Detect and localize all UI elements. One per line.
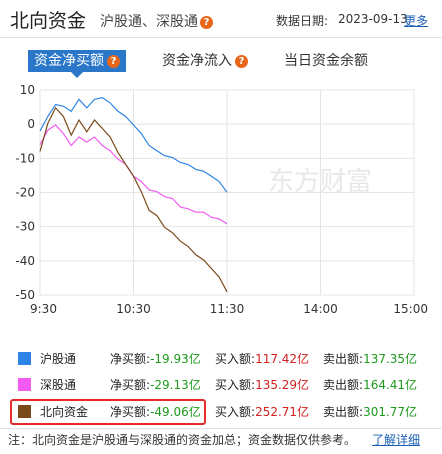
tab-net-buy[interactable]: 资金净买额? xyxy=(28,50,126,78)
sell-label: 卖出额 xyxy=(323,405,360,419)
x-tick-label: 10:30 xyxy=(116,302,151,316)
net-label: 净买额 xyxy=(110,378,147,392)
tab-daily-balance[interactable]: 当日资金余额 xyxy=(284,50,368,72)
buy-cell: 买入额:135.29亿 xyxy=(215,378,310,392)
sell-cell: 卖出额:164.41亿 xyxy=(323,378,418,392)
y-axis-labels: 10 0 -10 -20 -30 -40 -50 xyxy=(15,83,35,302)
sell-cell: 卖出额:301.77亿 xyxy=(323,405,418,419)
date-label: 数据日期: xyxy=(276,14,329,28)
tab-net-inflow[interactable]: 资金净流入? xyxy=(162,50,248,72)
legend-row-sh: 沪股通 净买额:-19.93亿 买入额:117.42亿 卖出额:137.35亿 xyxy=(8,347,434,371)
legend-row-north: 北向资金 净买额:-49.06亿 买入额:252.71亿 卖出额:301.77亿 xyxy=(8,400,434,424)
y-tick-label: -50 xyxy=(15,288,35,302)
more-link[interactable]: 更多 xyxy=(404,14,429,28)
help-icon[interactable]: ? xyxy=(200,16,213,29)
line-chart: 东方财富 10 0 -10 -20 -30 -40 -50 9:30 10:30 11:30 14… xyxy=(15,83,428,316)
net-value: -19.93亿 xyxy=(150,352,201,366)
x-tick-label: 15:00 xyxy=(393,302,428,316)
net-label: 净买额 xyxy=(110,352,147,366)
chart-grid xyxy=(39,89,415,296)
series-line-2 xyxy=(39,106,228,293)
buy-value: 135.29亿 xyxy=(255,378,310,392)
tab-label: 资金净流入 xyxy=(162,53,232,69)
help-icon[interactable]: ? xyxy=(235,55,248,68)
buy-value: 117.42亿 xyxy=(255,352,310,366)
x-tick-label: 11:30 xyxy=(210,302,245,316)
buy-label: 买入额 xyxy=(215,405,252,419)
header: 北向资金 沪股通、深股通? 数据日期: 2023-09-13 更多 xyxy=(0,0,442,38)
sell-label: 卖出额 xyxy=(323,352,360,366)
y-tick-label: 10 xyxy=(20,83,35,97)
legend-table: 沪股通 净买额:-19.93亿 买入额:117.42亿 卖出额:137.35亿 … xyxy=(8,345,434,427)
series-lines xyxy=(39,96,228,293)
buy-value: 252.71亿 xyxy=(255,405,310,419)
net-value: -29.13亿 xyxy=(150,378,201,392)
tab-label: 资金净买额 xyxy=(34,53,104,69)
tab-bar: 资金净买额? 资金净流入? 当日资金余额 xyxy=(0,44,442,78)
net-buy-cell: 净买额:-19.93亿 xyxy=(110,352,201,366)
net-buy-cell: 净买额:-29.13亿 xyxy=(110,378,201,392)
y-tick-label: -10 xyxy=(15,151,35,165)
legend-swatch xyxy=(18,378,31,391)
series-line-0 xyxy=(39,96,228,193)
x-tick-label: 9:30 xyxy=(30,302,57,316)
highlight-box xyxy=(10,399,206,425)
sell-cell: 卖出额:137.35亿 xyxy=(323,352,418,366)
sell-value: 301.77亿 xyxy=(363,405,418,419)
sell-value: 164.41亿 xyxy=(363,378,418,392)
y-tick-label: 0 xyxy=(27,117,35,131)
learn-more-link[interactable]: 了解详细 xyxy=(372,433,421,447)
y-tick-label: -40 xyxy=(15,254,35,268)
net-buy-cell: 净买额:-49.06亿 xyxy=(110,405,201,419)
net-label: 净买额 xyxy=(110,405,147,419)
date-value: 2023-09-13 xyxy=(338,12,408,26)
subtitle-text: 沪股通、深股通 xyxy=(100,14,198,30)
page-title: 北向资金 xyxy=(10,10,87,32)
tab-label: 当日资金余额 xyxy=(284,53,368,69)
footnote-text: 注：北向资金是沪股通与深股通的资金加总；资金数据仅供参考。 xyxy=(8,433,357,447)
sell-value: 137.35亿 xyxy=(363,352,418,366)
buy-cell: 买入额:252.71亿 xyxy=(215,405,310,419)
y-tick-label: -20 xyxy=(15,186,35,200)
watermark-text: 东方财富 xyxy=(268,167,372,197)
legend-row-sz: 深股通 净买额:-29.13亿 买入额:135.29亿 卖出额:164.41亿 xyxy=(8,373,434,397)
legend-swatch xyxy=(18,405,31,418)
x-axis-labels: 9:30 10:30 11:30 14:00 15:00 xyxy=(30,302,428,316)
buy-label: 买入额 xyxy=(215,352,252,366)
page-subtitle: 沪股通、深股通? xyxy=(100,11,213,31)
buy-label: 买入额 xyxy=(215,378,252,392)
legend-name: 北向资金 xyxy=(40,405,89,419)
legend-name: 沪股通 xyxy=(40,352,77,366)
buy-cell: 买入额:117.42亿 xyxy=(215,352,310,366)
legend-swatch xyxy=(18,352,31,365)
x-tick-label: 14:00 xyxy=(303,302,338,316)
footnote: 注：北向资金是沪股通与深股通的资金加总；资金数据仅供参考。 了解详细 xyxy=(0,428,442,454)
help-icon[interactable]: ? xyxy=(107,55,120,68)
y-tick-label: -30 xyxy=(15,220,35,234)
legend-name: 深股通 xyxy=(40,378,77,392)
sell-label: 卖出额 xyxy=(323,378,360,392)
net-value: -49.06亿 xyxy=(150,405,201,419)
